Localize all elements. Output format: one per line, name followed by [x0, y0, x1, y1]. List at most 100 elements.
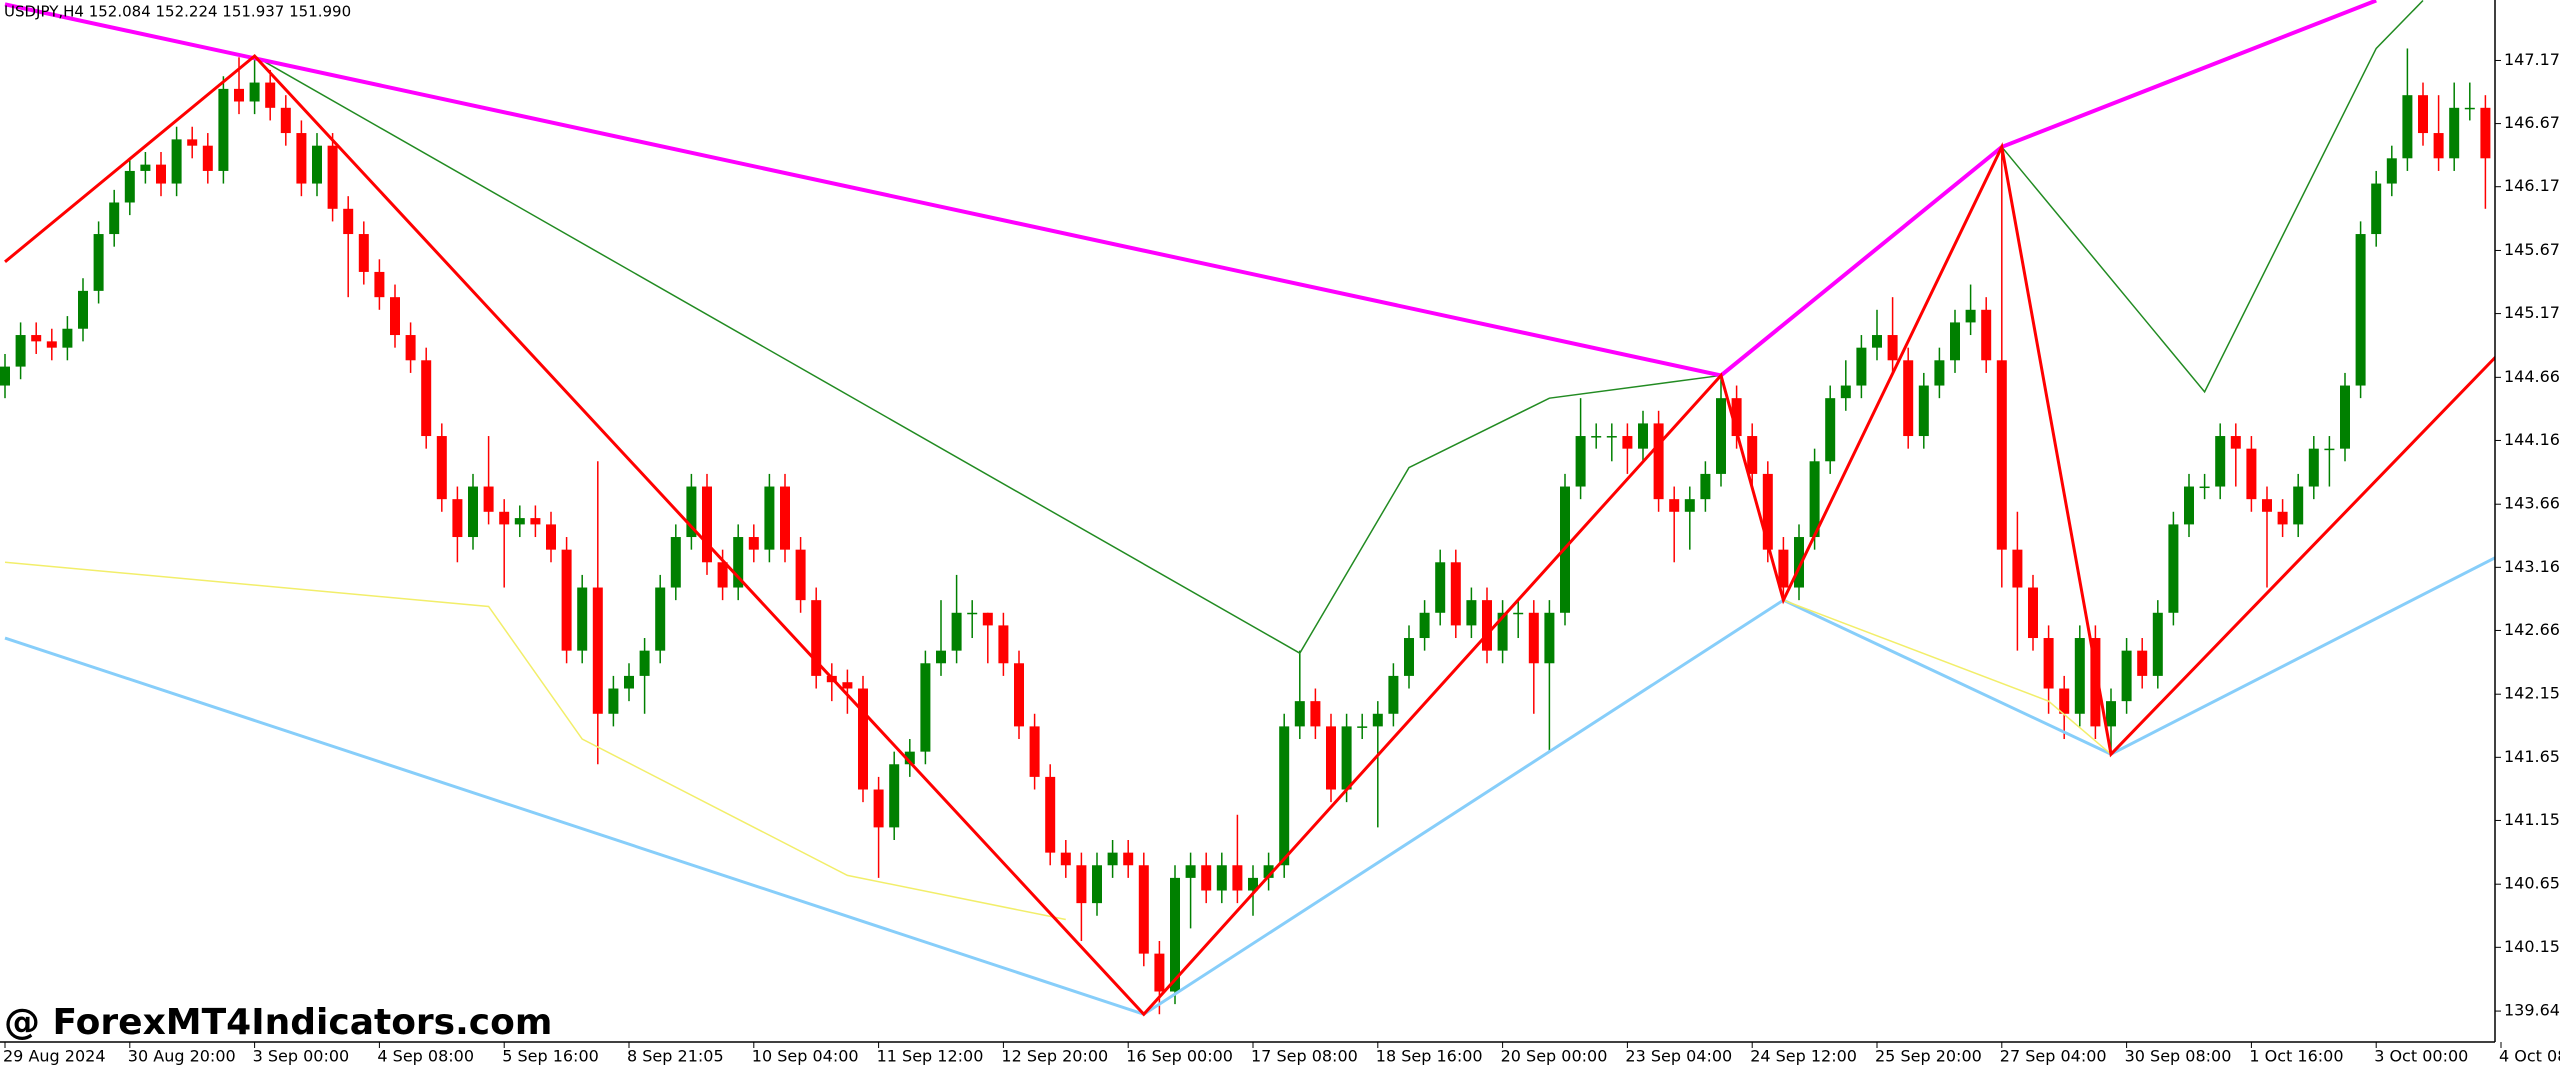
candle-body	[234, 88, 244, 102]
candle-body	[2464, 107, 2475, 110]
y-tick-label: 142.660	[2504, 620, 2560, 639]
candle-body	[358, 234, 369, 272]
candle-body	[2371, 183, 2382, 235]
candle-body	[218, 88, 229, 171]
candle-body	[265, 82, 276, 108]
candle-body	[1419, 612, 1430, 639]
candle-body	[468, 486, 478, 538]
candle-body	[1622, 436, 1633, 449]
candle-body	[1326, 726, 1336, 790]
x-tick-label: 16 Sep 00:00	[1126, 1047, 1233, 1066]
candle-body	[2386, 158, 2397, 184]
x-tick-label: 30 Sep 08:00	[2125, 1047, 2232, 1066]
candle-body	[1887, 335, 1898, 361]
symbol-header: USDJPY,H4 152.084 152.224 151.937 151.99…	[4, 3, 351, 21]
candle-body	[2012, 549, 2023, 588]
candle-body	[187, 139, 198, 146]
candle-body	[312, 145, 322, 184]
y-tick-label: 139.645	[2504, 1001, 2560, 1020]
candle-body	[1123, 852, 1134, 866]
candle-body	[1653, 423, 1664, 500]
candle-body	[889, 764, 900, 828]
x-tick-label: 5 Sep 16:00	[502, 1047, 599, 1066]
y-tick-label: 140.150	[2504, 937, 2560, 956]
candle-body	[2043, 638, 2054, 689]
candle-body	[920, 663, 931, 752]
candle-body	[1388, 675, 1399, 714]
candle-body	[1497, 612, 1508, 651]
candle-body	[967, 612, 978, 615]
candle-body	[2246, 448, 2257, 500]
candle-body	[2355, 234, 2366, 386]
candle-body	[2074, 638, 2085, 714]
candle-body	[2168, 524, 2179, 613]
candle-body	[1294, 701, 1305, 727]
y-tick-label: 141.155	[2504, 810, 2560, 829]
y-tick-label: 146.675	[2504, 113, 2560, 132]
x-tick-label: 30 Aug 20:00	[128, 1047, 236, 1066]
candle-body	[1107, 852, 1118, 866]
candle-body	[998, 625, 1009, 664]
candle-body	[1700, 473, 1711, 500]
y-tick-label: 144.665	[2504, 367, 2560, 386]
candle-body	[2028, 587, 2038, 639]
candle-body	[2137, 650, 2148, 676]
candle-body	[1435, 562, 1446, 613]
candle-body	[156, 164, 166, 184]
x-tick-label: 24 Sep 12:00	[1750, 1047, 1857, 1066]
x-tick-label: 1 Oct 16:00	[2249, 1047, 2343, 1066]
x-tick-label: 10 Sep 04:00	[752, 1047, 859, 1066]
candle-body	[1060, 852, 1071, 866]
candle-body	[904, 751, 915, 765]
candle-body	[764, 486, 775, 550]
indicator-line	[4, 0, 2377, 378]
indicator-line	[4, 561, 2112, 921]
candle-body	[2262, 499, 2272, 512]
y-tick-label: 142.155	[2504, 684, 2560, 703]
candle-body	[530, 518, 541, 525]
x-tick-label: 12 Sep 20:00	[1001, 1047, 1108, 1066]
candle-body	[0, 366, 10, 386]
candle-body	[780, 486, 790, 550]
candle-body	[1154, 953, 1165, 992]
indicator-line	[254, 0, 2424, 655]
candle-body	[2106, 701, 2116, 727]
candle-body	[1669, 499, 1680, 512]
candle-body	[982, 612, 993, 626]
candle-body	[811, 600, 822, 676]
candle-body	[31, 335, 42, 342]
candle-body	[1872, 335, 1882, 348]
candle-body	[109, 202, 120, 235]
x-tick-label: 4 Oct 08:00	[2499, 1047, 2560, 1066]
x-tick-label: 3 Sep 00:00	[253, 1047, 350, 1066]
candle-body	[1996, 360, 2007, 550]
candle-body	[1981, 309, 1992, 361]
candle-body	[421, 360, 432, 437]
candle-body	[1310, 701, 1321, 727]
candle-body	[499, 511, 510, 525]
x-tick-label: 25 Sep 20:00	[1875, 1047, 1982, 1066]
candle-body	[842, 682, 853, 689]
y-tick-label: 143.660	[2504, 494, 2560, 513]
candle-body	[140, 164, 151, 171]
candle-body	[624, 675, 634, 689]
candle-body	[2340, 385, 2350, 449]
x-tick-label: 20 Sep 00:00	[1501, 1047, 1608, 1066]
candle-body	[670, 537, 681, 588]
candle-body	[1279, 726, 1290, 866]
candle-body	[2402, 95, 2413, 159]
candle-body	[1903, 360, 1914, 437]
candle-body	[405, 335, 416, 361]
x-tick-label: 4 Sep 08:00	[377, 1047, 474, 1066]
candle-body	[1591, 436, 1602, 438]
candle-body	[2090, 638, 2101, 727]
candle-body	[2059, 688, 2070, 714]
candle-body	[1482, 600, 1492, 651]
candle-body	[1934, 360, 1945, 386]
x-tick-label: 18 Sep 16:00	[1376, 1047, 1483, 1066]
candle-body	[1404, 638, 1414, 676]
candle-body	[202, 145, 213, 171]
candle-body	[1248, 877, 1258, 891]
